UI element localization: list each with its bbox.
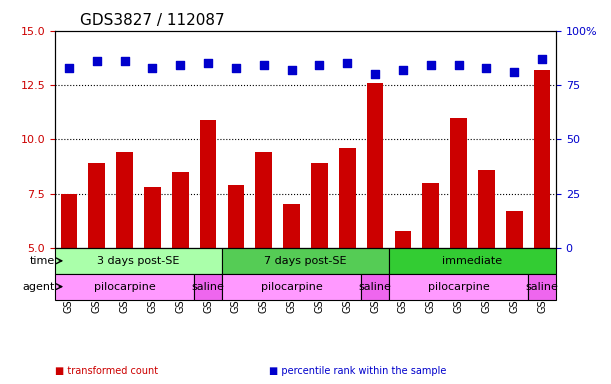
Text: ■ percentile rank within the sample: ■ percentile rank within the sample bbox=[269, 366, 446, 376]
Text: time: time bbox=[30, 256, 55, 266]
Point bbox=[147, 65, 157, 71]
Text: ■ transformed count: ■ transformed count bbox=[55, 366, 158, 376]
FancyBboxPatch shape bbox=[389, 248, 556, 274]
FancyBboxPatch shape bbox=[528, 274, 556, 300]
Bar bbox=[534, 70, 551, 248]
Bar bbox=[89, 163, 105, 248]
Bar bbox=[227, 185, 244, 248]
Point bbox=[510, 69, 519, 75]
Text: 7 days post-SE: 7 days post-SE bbox=[264, 256, 347, 266]
Point bbox=[203, 60, 213, 66]
FancyBboxPatch shape bbox=[55, 248, 222, 274]
Text: immediate: immediate bbox=[442, 256, 503, 266]
Point bbox=[481, 65, 491, 71]
Bar bbox=[367, 83, 384, 248]
Bar bbox=[506, 211, 522, 248]
FancyBboxPatch shape bbox=[194, 274, 222, 300]
Point bbox=[426, 63, 436, 69]
Point bbox=[175, 63, 185, 69]
Text: saline: saline bbox=[192, 281, 224, 291]
Text: 3 days post-SE: 3 days post-SE bbox=[97, 256, 180, 266]
Point bbox=[342, 60, 352, 66]
Bar bbox=[422, 183, 439, 248]
Point bbox=[454, 63, 464, 69]
Bar bbox=[311, 163, 327, 248]
Point bbox=[398, 67, 408, 73]
Bar bbox=[450, 118, 467, 248]
Point bbox=[315, 63, 324, 69]
FancyBboxPatch shape bbox=[361, 274, 389, 300]
Bar bbox=[284, 205, 300, 248]
Bar bbox=[255, 152, 272, 248]
Text: pilocarpine: pilocarpine bbox=[93, 281, 155, 291]
Point bbox=[231, 65, 241, 71]
Bar bbox=[339, 148, 356, 248]
Bar bbox=[200, 120, 216, 248]
Point bbox=[92, 58, 101, 64]
Text: GDS3827 / 112087: GDS3827 / 112087 bbox=[80, 13, 225, 28]
Point bbox=[287, 67, 296, 73]
Bar bbox=[144, 187, 161, 248]
Point bbox=[120, 58, 130, 64]
Text: saline: saline bbox=[525, 281, 558, 291]
Text: saline: saline bbox=[359, 281, 392, 291]
Bar bbox=[116, 152, 133, 248]
Point bbox=[259, 63, 269, 69]
Bar bbox=[395, 230, 411, 248]
Text: agent: agent bbox=[23, 281, 55, 291]
Point bbox=[537, 56, 547, 62]
FancyBboxPatch shape bbox=[55, 274, 194, 300]
FancyBboxPatch shape bbox=[222, 248, 389, 274]
Bar bbox=[60, 194, 77, 248]
FancyBboxPatch shape bbox=[222, 274, 361, 300]
Point bbox=[64, 65, 74, 71]
Text: pilocarpine: pilocarpine bbox=[428, 281, 489, 291]
Bar bbox=[478, 170, 495, 248]
Text: pilocarpine: pilocarpine bbox=[261, 281, 323, 291]
Point bbox=[370, 71, 380, 77]
FancyBboxPatch shape bbox=[389, 274, 528, 300]
Bar bbox=[172, 172, 189, 248]
